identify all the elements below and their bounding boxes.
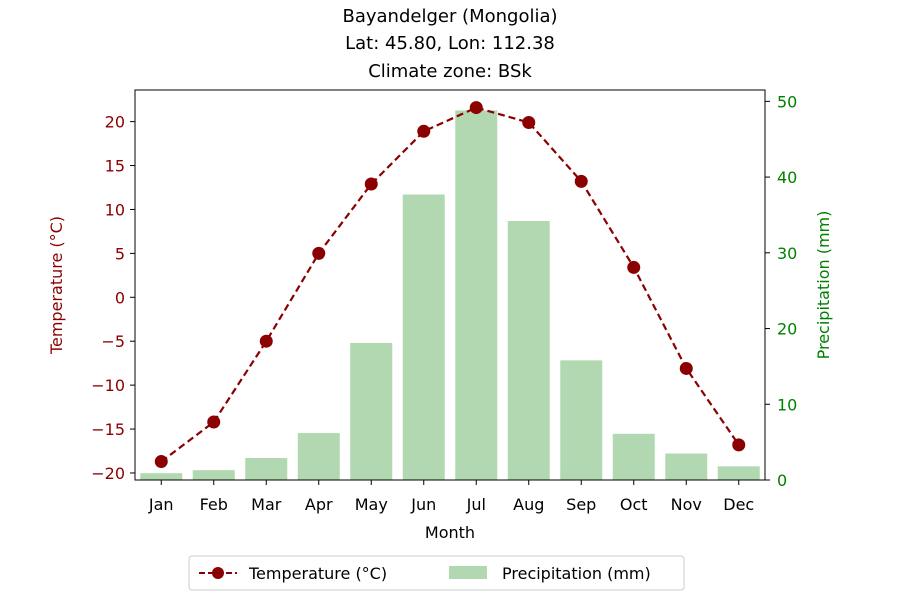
precipitation-axis-label: Precipitation (mm) (814, 211, 833, 360)
precip-tick-label: 20 (777, 320, 797, 339)
x-tick-label-feb: Feb (200, 495, 228, 514)
precip-bar-mar (245, 458, 288, 480)
legend-temperature-label: Temperature (°C) (248, 564, 387, 583)
x-tick-label-jan: Jan (148, 495, 174, 514)
precip-bar-jul (455, 110, 498, 481)
precip-bar-aug (507, 221, 550, 480)
x-tick-label-aug: Aug (513, 495, 544, 514)
temp-tick-label: −15 (91, 420, 125, 439)
precip-bar-nov (665, 453, 708, 480)
precip-tick-label: 50 (777, 92, 797, 111)
x-tick-label-sep: Sep (566, 495, 596, 514)
precip-tick-label: 40 (777, 168, 797, 187)
x-tick-label-jun: Jun (410, 495, 436, 514)
title-line-3: Climate zone: BSk (368, 61, 532, 82)
precip-bar-sep (560, 360, 603, 480)
temp-point-jan (154, 455, 168, 469)
x-tick-label-nov: Nov (671, 495, 702, 514)
precip-bar-dec (717, 466, 760, 480)
temp-point-mar (259, 334, 273, 348)
x-tick-label-apr: Apr (305, 495, 333, 514)
legend-temperature-marker (212, 567, 224, 579)
x-tick-label-jul: Jul (466, 495, 486, 514)
temperature-axis: −20 −15 −10 −5 0 5 10 15 20 (91, 113, 135, 483)
precip-bar-feb (192, 470, 235, 480)
precip-bar-oct (612, 433, 655, 480)
temperature-series (154, 101, 746, 469)
temp-tick-label: 0 (115, 288, 125, 307)
temp-tick-label: 10 (105, 200, 125, 219)
temp-point-jun (417, 124, 431, 138)
temperature-axis-label: Temperature (°C) (47, 216, 66, 355)
x-axis: Jan Feb Mar Apr May Jun Jul Aug Sep Oct Nov Dec (148, 480, 754, 514)
temp-tick-label: 20 (105, 113, 125, 132)
title-line-1: Bayandelger (Mongolia) (342, 6, 557, 27)
temp-point-apr (312, 246, 326, 260)
temp-tick-label: 5 (115, 244, 125, 263)
x-tick-label-may: May (355, 495, 388, 514)
legend: Temperature (°C) Precipitation (mm) (188, 555, 685, 591)
temp-point-oct (627, 260, 641, 274)
temp-point-jul (469, 101, 483, 115)
legend-box (188, 555, 685, 591)
temp-point-sep (574, 174, 588, 188)
temp-point-dec (732, 438, 746, 452)
precip-bar-may (350, 342, 393, 480)
precip-tick-label: 0 (777, 471, 787, 490)
temp-tick-label: 15 (105, 157, 125, 176)
precip-tick-label: 10 (777, 395, 797, 414)
chart-title: Bayandelger (Mongolia) Lat: 45.80, Lon: … (342, 6, 557, 82)
temp-tick-label: −10 (91, 376, 125, 395)
temp-point-aug (522, 116, 536, 129)
x-tick-label-dec: Dec (723, 495, 754, 514)
precip-bar-jan (140, 473, 183, 480)
x-tick-label-oct: Oct (620, 495, 648, 514)
precipitation-axis: 0 10 20 30 40 50 (765, 92, 797, 490)
precip-bar-jun (402, 194, 445, 480)
temp-point-feb (207, 415, 221, 429)
temp-tick-label: −20 (91, 464, 125, 483)
temperature-line (160, 106, 740, 463)
temp-point-may (364, 177, 378, 191)
x-axis-label: Month (425, 523, 475, 542)
precip-tick-label: 30 (777, 244, 797, 263)
precip-bar-apr (297, 433, 340, 480)
legend-precipitation-label: Precipitation (mm) (502, 564, 651, 583)
title-line-2: Lat: 45.80, Lon: 112.38 (345, 33, 555, 54)
precipitation-bars (140, 110, 760, 481)
temp-point-nov (679, 361, 693, 375)
temp-tick-label: −5 (101, 332, 125, 351)
x-tick-label-mar: Mar (251, 495, 282, 514)
plot-frame (134, 89, 766, 481)
legend-precipitation-swatch (449, 566, 487, 579)
